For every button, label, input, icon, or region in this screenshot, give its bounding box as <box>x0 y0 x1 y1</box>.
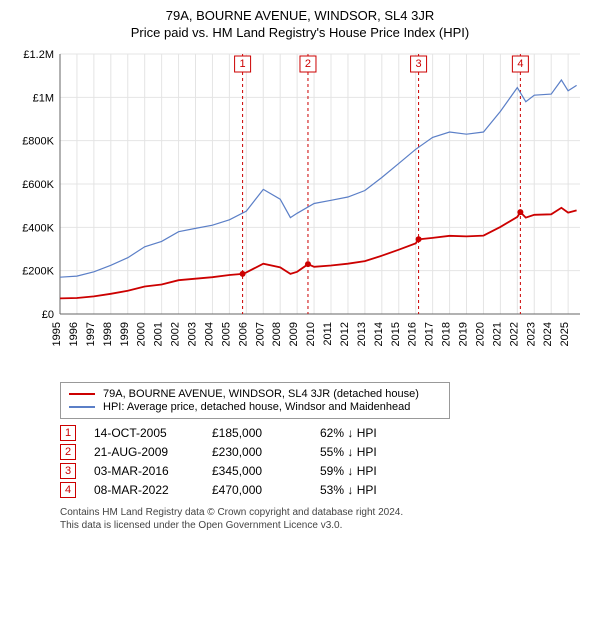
svg-text:£600K: £600K <box>22 179 54 191</box>
arrow-down-icon: ↓ <box>347 426 353 440</box>
svg-text:2008: 2008 <box>271 322 283 346</box>
sale-row: 4 08-MAR-2022 £470,000 53% ↓ HPI <box>60 482 590 498</box>
svg-text:£200K: £200K <box>22 266 54 278</box>
svg-text:2018: 2018 <box>441 322 453 346</box>
page-subtitle: Price paid vs. HM Land Registry's House … <box>10 25 590 40</box>
svg-text:2020: 2020 <box>474 322 486 346</box>
svg-text:1996: 1996 <box>68 322 80 346</box>
svg-text:1998: 1998 <box>102 322 114 346</box>
svg-text:2015: 2015 <box>390 322 402 346</box>
sale-number-badge: 2 <box>60 444 76 460</box>
svg-text:2006: 2006 <box>237 322 249 346</box>
svg-text:£1.2M: £1.2M <box>23 49 54 61</box>
arrow-down-icon: ↓ <box>347 445 353 459</box>
svg-text:2011: 2011 <box>322 322 334 346</box>
footer-line1: Contains HM Land Registry data © Crown c… <box>60 506 590 519</box>
sale-delta: 62% ↓ HPI <box>320 426 430 440</box>
svg-text:2017: 2017 <box>424 322 436 346</box>
svg-text:2023: 2023 <box>525 322 537 346</box>
sale-number-badge: 3 <box>60 463 76 479</box>
svg-text:£400K: £400K <box>22 222 54 234</box>
svg-text:2003: 2003 <box>187 322 199 346</box>
svg-text:2014: 2014 <box>373 322 385 346</box>
arrow-down-icon: ↓ <box>347 464 353 478</box>
svg-text:2007: 2007 <box>254 322 266 346</box>
arrow-down-icon: ↓ <box>347 483 353 497</box>
svg-text:£800K: £800K <box>22 136 54 148</box>
attribution-footer: Contains HM Land Registry data © Crown c… <box>60 506 590 532</box>
svg-text:2021: 2021 <box>491 322 503 346</box>
page-title: 79A, BOURNE AVENUE, WINDSOR, SL4 3JR <box>10 8 590 23</box>
sale-row: 3 03-MAR-2016 £345,000 59% ↓ HPI <box>60 463 590 479</box>
svg-text:1997: 1997 <box>85 322 97 346</box>
svg-text:4: 4 <box>517 58 523 70</box>
svg-text:2001: 2001 <box>153 322 165 346</box>
svg-text:£0: £0 <box>42 309 54 321</box>
svg-text:2022: 2022 <box>508 322 520 346</box>
sale-row: 2 21-AUG-2009 £230,000 55% ↓ HPI <box>60 444 590 460</box>
svg-text:2009: 2009 <box>288 322 300 346</box>
svg-text:1: 1 <box>240 58 246 70</box>
footer-line2: This data is licensed under the Open Gov… <box>60 519 590 532</box>
svg-text:2004: 2004 <box>203 322 215 346</box>
sale-delta: 55% ↓ HPI <box>320 445 430 459</box>
svg-text:1999: 1999 <box>119 322 131 346</box>
svg-text:3: 3 <box>416 58 422 70</box>
svg-text:1995: 1995 <box>51 322 63 346</box>
svg-text:£1M: £1M <box>33 92 54 104</box>
legend-swatch <box>69 393 95 395</box>
svg-text:2010: 2010 <box>305 322 317 346</box>
sale-date: 03-MAR-2016 <box>94 464 194 478</box>
legend-label: 79A, BOURNE AVENUE, WINDSOR, SL4 3JR (de… <box>103 388 419 400</box>
sale-date: 08-MAR-2022 <box>94 483 194 497</box>
svg-text:2016: 2016 <box>407 322 419 346</box>
svg-text:2024: 2024 <box>542 322 554 346</box>
legend-swatch <box>69 406 95 407</box>
sale-row: 1 14-OCT-2005 £185,000 62% ↓ HPI <box>60 425 590 441</box>
svg-text:2005: 2005 <box>220 322 232 346</box>
svg-text:2002: 2002 <box>170 322 182 346</box>
svg-text:2025: 2025 <box>559 322 571 346</box>
sale-price: £345,000 <box>212 464 302 478</box>
legend: 79A, BOURNE AVENUE, WINDSOR, SL4 3JR (de… <box>60 382 450 419</box>
sale-number-badge: 1 <box>60 425 76 441</box>
sales-table: 1 14-OCT-2005 £185,000 62% ↓ HPI 2 21-AUG-200… <box>60 425 590 498</box>
sale-date: 14-OCT-2005 <box>94 426 194 440</box>
price-chart: £0 £200K £400K £600K £800K £1M £1.2M 1995 1996 19… <box>10 46 590 376</box>
sale-price: £230,000 <box>212 445 302 459</box>
sale-number-badge: 4 <box>60 482 76 498</box>
svg-text:2012: 2012 <box>339 322 351 346</box>
svg-text:2019: 2019 <box>458 322 470 346</box>
sale-price: £470,000 <box>212 483 302 497</box>
sale-delta: 59% ↓ HPI <box>320 464 430 478</box>
legend-row: HPI: Average price, detached house, Wind… <box>69 401 441 413</box>
legend-row: 79A, BOURNE AVENUE, WINDSOR, SL4 3JR (de… <box>69 388 441 400</box>
svg-text:2000: 2000 <box>136 322 148 346</box>
svg-text:2013: 2013 <box>356 322 368 346</box>
sale-delta: 53% ↓ HPI <box>320 483 430 497</box>
sale-price: £185,000 <box>212 426 302 440</box>
legend-label: HPI: Average price, detached house, Wind… <box>103 401 410 413</box>
sale-date: 21-AUG-2009 <box>94 445 194 459</box>
chart-svg: £0 £200K £400K £600K £800K £1M £1.2M 1995 1996 19… <box>10 46 590 376</box>
svg-text:2: 2 <box>305 58 311 70</box>
